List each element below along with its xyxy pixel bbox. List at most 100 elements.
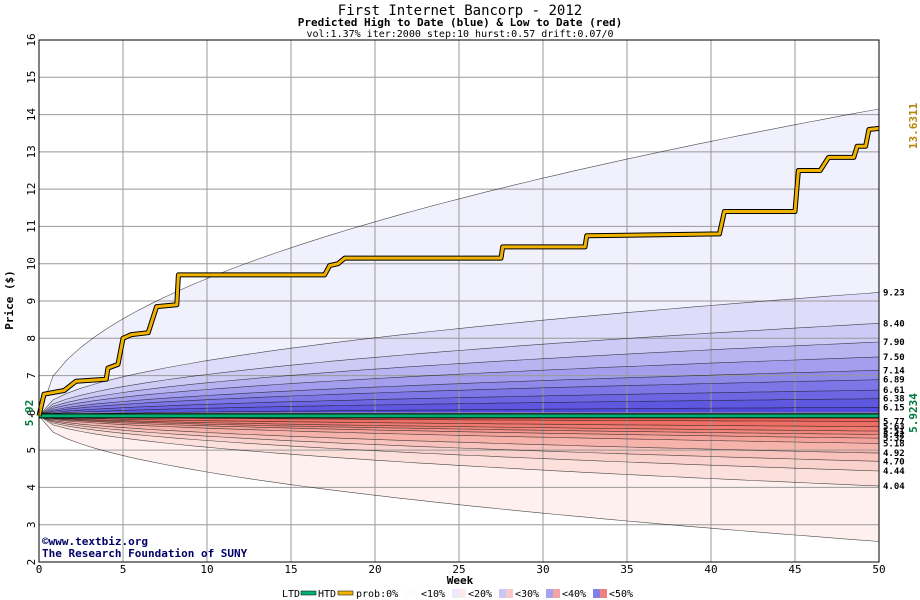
legend-p30-label: <30% xyxy=(515,589,539,600)
legend-htd-label: HTD xyxy=(318,589,336,600)
quantile-line xyxy=(38,341,880,417)
low-band xyxy=(39,415,879,432)
high-band xyxy=(39,356,879,416)
quantile-line xyxy=(38,415,880,444)
legend-p20-label: <20% xyxy=(468,589,492,600)
legend-p10-swatch-a xyxy=(452,589,459,598)
legend-p20-swatch-a xyxy=(499,589,506,598)
low-band xyxy=(39,415,879,454)
low-quantile-label: 5.77 xyxy=(883,417,905,427)
low-quantile-label: 4.70 xyxy=(883,457,905,467)
legend-p40-swatch-b xyxy=(600,589,607,598)
high-quantile-label: 7.50 xyxy=(883,353,905,363)
low-band xyxy=(39,415,879,471)
y-tick-label: 11 xyxy=(25,220,38,233)
legend-ltd-swatch xyxy=(300,590,317,596)
quantile-line xyxy=(38,389,880,417)
quantile-line xyxy=(38,292,880,416)
quantile-line xyxy=(38,398,880,417)
x-tick-label: 35 xyxy=(620,563,633,576)
high-band xyxy=(39,379,879,416)
y-tick-label: 3 xyxy=(25,521,38,528)
high-quantile-label: 7.14 xyxy=(883,366,905,376)
x-tick-label: 15 xyxy=(284,563,297,576)
y-tick-label: 10 xyxy=(25,257,38,270)
quantile-lines xyxy=(38,108,880,542)
low-quantile-label: 5.63 xyxy=(883,423,905,433)
legend-p30-swatch-a xyxy=(546,589,553,598)
quantile-line xyxy=(38,407,879,417)
y-tick-label: 6 xyxy=(25,410,38,417)
y-tick-label: 14 xyxy=(25,108,38,122)
low-band xyxy=(39,415,879,444)
quantile-labels: 9.23 8.40 7.90 7.50 7.146.896.616.386.15 5.77… xyxy=(883,288,905,492)
last-high-label: 13.6311 xyxy=(907,102,920,149)
credit-org: The Research Foundation of SUNY xyxy=(42,547,248,560)
x-tick-label: 45 xyxy=(788,563,801,576)
quantile-line xyxy=(38,370,880,417)
quantile-line xyxy=(38,379,880,417)
low-band xyxy=(39,415,879,435)
low-quantile-label: 4.04 xyxy=(883,482,905,492)
low-quantile-label: 5.32 xyxy=(883,434,905,444)
high-band xyxy=(39,342,879,416)
y-tick-label: 15 xyxy=(25,71,38,84)
legend-p50-label: <50% xyxy=(609,589,633,600)
high-quantile-label: 6.61 xyxy=(883,386,905,396)
legend-p40-label: <40% xyxy=(562,589,586,600)
credit-url: ©www.textbiz.org xyxy=(42,535,148,548)
y-tick-label: 13 xyxy=(25,145,38,158)
htd-line xyxy=(37,126,880,417)
y-tick-label: 4 xyxy=(25,484,38,491)
legend-htd-swatch xyxy=(337,590,354,596)
axis-ticks: 0 5 10 15 20 25 30 35 40 45 5023456789101112131415… xyxy=(25,33,886,576)
chart-subtitle: Predicted High to Date (blue) & Low to D… xyxy=(298,16,623,29)
high-quantile-label: 8.40 xyxy=(883,319,905,329)
legend-p10-swatch-b xyxy=(459,589,466,598)
last-low-label: 5.9234 xyxy=(907,393,920,433)
y-axis-label: Price ($) xyxy=(3,270,16,330)
y-tick-label: 2 xyxy=(25,559,38,566)
quantile-line xyxy=(38,356,880,417)
legend-p10-label: <10% xyxy=(421,589,445,600)
quantile-line xyxy=(38,415,880,487)
quantile-line xyxy=(38,415,880,435)
legend: LTD HTD prob:0% <10% <20% <30% <40% <50% xyxy=(282,589,633,600)
low-quantile-label: 4.44 xyxy=(883,467,905,477)
x-tick-label: 25 xyxy=(452,563,465,576)
high-quantile-label: 6.15 xyxy=(883,403,905,413)
quantile-line xyxy=(38,323,880,417)
plot-frame xyxy=(38,39,880,563)
legend-ltd-label: LTD xyxy=(282,589,300,600)
quantile-line xyxy=(38,415,880,432)
high-quantile-label: 7.90 xyxy=(883,338,905,348)
quantile-line xyxy=(38,415,880,439)
low-quantile-label: 4.92 xyxy=(883,449,905,459)
high-band xyxy=(39,370,879,416)
x-tick-label: 30 xyxy=(536,563,549,576)
x-tick-label: 20 xyxy=(368,563,381,576)
y-tick-label: 5 xyxy=(25,447,38,454)
high-band xyxy=(39,323,879,416)
x-tick-label: 50 xyxy=(872,563,885,576)
legend-p20-swatch-b xyxy=(506,589,513,598)
legend-prob0-swatch xyxy=(405,589,419,598)
quantile-line xyxy=(38,415,880,427)
series-lines xyxy=(36,125,880,419)
chart-title: First Internet Bancorp - 2012 xyxy=(338,3,582,19)
low-band xyxy=(39,415,879,439)
y-tick-label: 16 xyxy=(25,33,38,46)
low-quantile-label: 5.42 xyxy=(883,430,905,440)
y-tick-label: 9 xyxy=(25,298,38,305)
y-tick-label: 8 xyxy=(25,335,38,342)
quantile-line xyxy=(38,415,880,472)
legend-p40-swatch-a xyxy=(593,589,600,598)
x-axis-label: Week xyxy=(447,574,474,587)
y-tick-label: 7 xyxy=(25,372,38,379)
legend-prob0-label: prob:0% xyxy=(356,589,398,600)
quantile-line xyxy=(38,415,880,454)
high-quantile-label: 9.23 xyxy=(883,288,905,298)
low-quantile-label: 5.51 xyxy=(883,427,905,437)
quantile-line xyxy=(38,415,880,462)
